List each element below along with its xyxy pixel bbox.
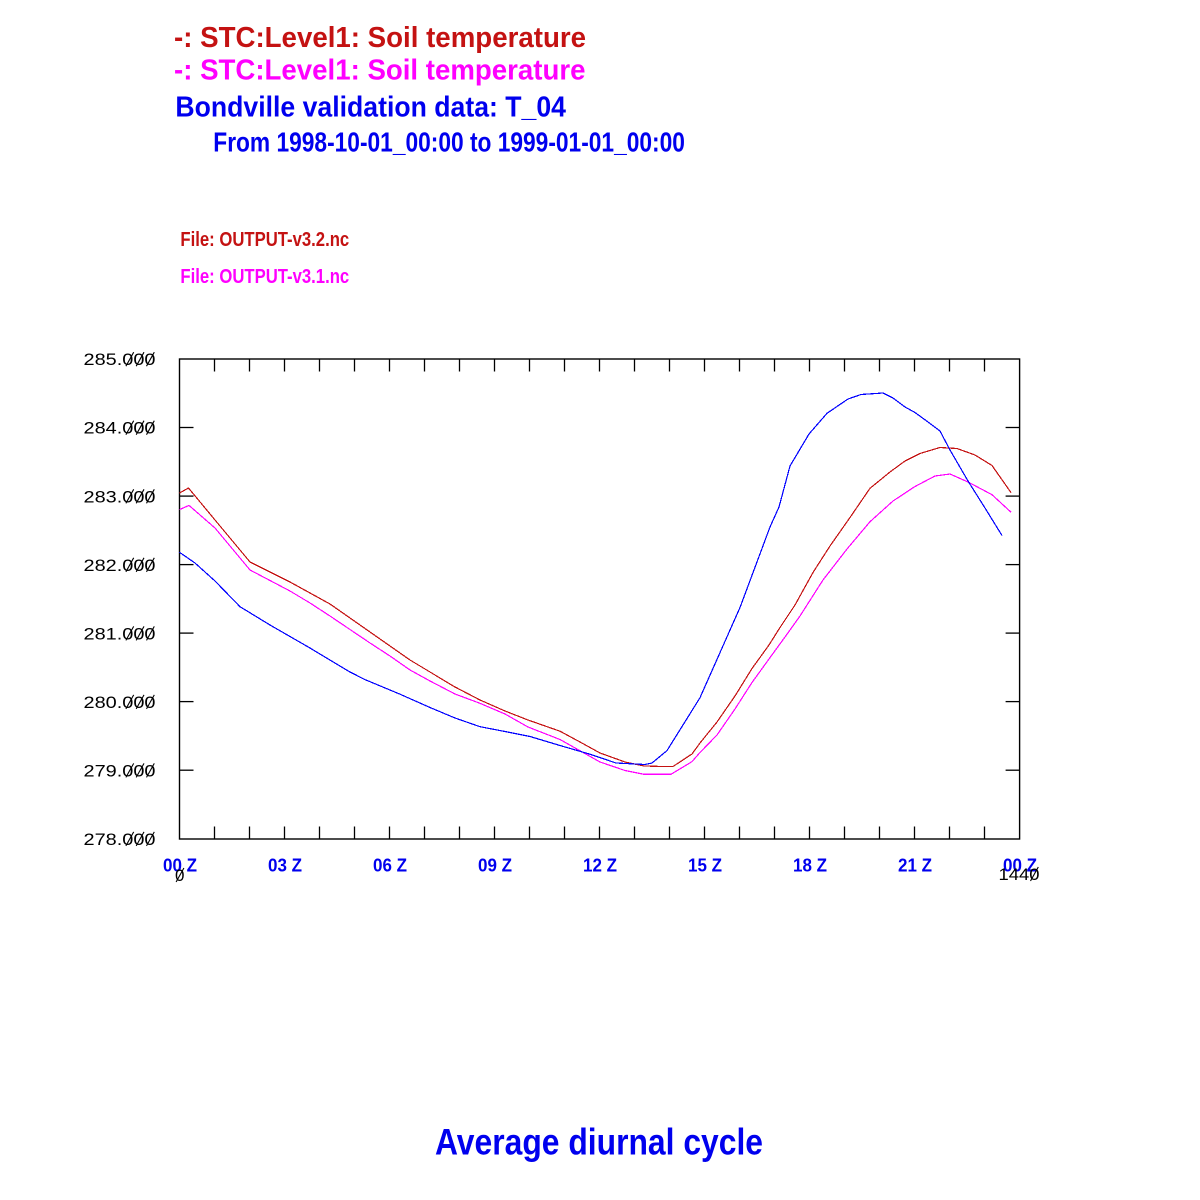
- svg-text:From 1998-10-01_00:00 to 1999-: From 1998-10-01_00:00 to 1999-01-01_00:0…: [213, 126, 685, 157]
- svg-text:281.000: 281.000: [84, 624, 156, 643]
- svg-text:280.000: 280.000: [84, 693, 156, 712]
- svg-text:12 Z: 12 Z: [583, 856, 617, 876]
- svg-text:09 Z: 09 Z: [478, 856, 512, 876]
- svg-text:File: OUTPUT-v3.2.nc: File: OUTPUT-v3.2.nc: [180, 229, 349, 251]
- svg-text:15 Z: 15 Z: [688, 856, 722, 876]
- svg-text:File: OUTPUT-v3.1.nc: File: OUTPUT-v3.1.nc: [180, 266, 349, 288]
- svg-text:284.000: 284.000: [84, 419, 156, 438]
- svg-text:278.000: 278.000: [84, 830, 156, 849]
- svg-text:18 Z: 18 Z: [793, 856, 827, 876]
- svg-text:00 Z: 00 Z: [163, 856, 197, 876]
- svg-text:1440: 1440: [999, 865, 1040, 884]
- svg-text:03 Z: 03 Z: [268, 856, 302, 876]
- svg-text:06 Z: 06 Z: [373, 856, 407, 876]
- svg-text:-: STC:Level1: Soil temperatur: -: STC:Level1: Soil temperature: [174, 54, 586, 86]
- svg-text:Average diurnal cycle: Average diurnal cycle: [435, 1121, 763, 1162]
- svg-text:279.000: 279.000: [84, 761, 156, 780]
- svg-text:-: STC:Level1: Soil temperatur: -: STC:Level1: Soil temperature: [174, 22, 586, 54]
- svg-text:Bondville validation data: T_0: Bondville validation data: T_04: [175, 92, 566, 124]
- svg-text:283.000: 283.000: [84, 487, 156, 506]
- svg-text:00 Z: 00 Z: [1003, 856, 1037, 876]
- svg-text:285.000: 285.000: [84, 350, 156, 369]
- svg-text:21 Z: 21 Z: [898, 856, 932, 876]
- svg-text:282.000: 282.000: [84, 556, 156, 575]
